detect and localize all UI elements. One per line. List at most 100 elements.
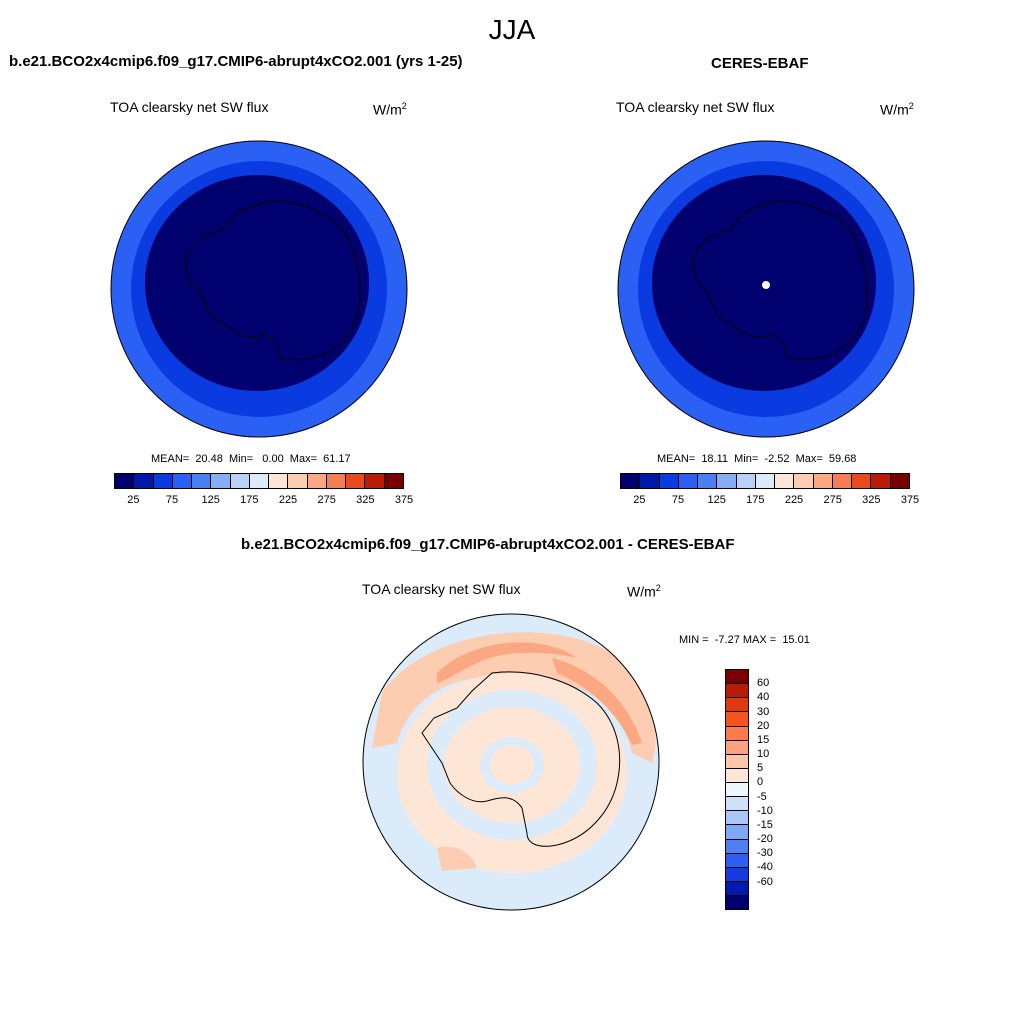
colorbar-swatch xyxy=(153,474,173,488)
diff-minmax: MIN = -7.27 MAX = 15.01 xyxy=(679,634,810,646)
diff-units: W/m2 xyxy=(627,583,661,600)
colorbar-swatch xyxy=(726,881,748,896)
colorbar-label: 15 xyxy=(757,733,770,746)
season-title: JJA xyxy=(488,14,536,45)
colorbar-swatch xyxy=(269,474,289,488)
colorbar-label: 125 xyxy=(201,494,220,506)
obs-antarctica-coastline xyxy=(691,200,868,361)
colorbar-swatch xyxy=(307,474,327,488)
colorbar-swatch xyxy=(726,797,748,812)
colorbar-label: 20 xyxy=(757,719,770,732)
colorbar-label: 175 xyxy=(240,494,259,506)
colorbar-swatch xyxy=(192,474,212,488)
diff-panel-title: b.e21.BCO2x4cmip6.f09_g17.CMIP6-abrupt4x… xyxy=(241,536,735,553)
colorbar-label: 175 xyxy=(746,494,765,506)
colorbar-label: -60 xyxy=(757,875,773,888)
diff-northern-positive-band xyxy=(372,632,656,763)
model-map-border xyxy=(110,140,408,438)
colorbar-swatch xyxy=(249,474,270,488)
colorbar-label: 275 xyxy=(317,494,336,506)
colorbar-label: 225 xyxy=(278,494,298,506)
colorbar-swatch xyxy=(717,474,737,488)
colorbar-label: 325 xyxy=(356,494,375,506)
colorbar-label: -20 xyxy=(757,833,773,846)
diff-strong-positive-patch xyxy=(437,642,577,683)
diff-colorbar-labels: 60 40 30 20 15 10 5 0 -5 -10 -15 -20 -30 -40 -60 xyxy=(757,669,797,910)
colorbar-swatch xyxy=(678,474,699,488)
colorbar-swatch xyxy=(726,712,748,727)
colorbar-label: -5 xyxy=(757,790,767,803)
colorbar-swatch xyxy=(726,811,748,826)
colorbar-swatch xyxy=(726,698,748,713)
model-antarctica-coastline xyxy=(184,200,361,361)
colorbar-swatch xyxy=(172,474,193,488)
diff-variable-label: TOA clearsky net SW flux xyxy=(362,581,521,597)
colorbar-swatch xyxy=(736,474,756,488)
model-inner-field xyxy=(145,175,369,391)
colorbar-label: 30 xyxy=(757,705,770,718)
diff-antarctica-coastline xyxy=(421,671,621,847)
colorbar-swatch xyxy=(726,684,748,699)
diff-polar-map xyxy=(362,613,660,911)
colorbar-swatch xyxy=(890,474,909,488)
colorbar-label: 10 xyxy=(757,748,770,761)
colorbar-swatch xyxy=(852,474,872,488)
colorbar-label: 60 xyxy=(757,677,770,690)
colorbar-swatch xyxy=(621,474,641,488)
obs-pole-missing-value xyxy=(762,281,770,289)
colorbar-swatch xyxy=(726,853,748,868)
diff-map-border xyxy=(362,613,660,911)
colorbar-swatch xyxy=(813,474,833,488)
colorbar-label: 275 xyxy=(823,494,842,506)
colorbar-swatch xyxy=(726,896,748,910)
colorbar-swatch xyxy=(384,474,403,488)
obs-stats: MEAN= 18.11 Min= -2.52 Max= 59.68 xyxy=(657,453,857,465)
model-units: W/m2 xyxy=(373,101,407,118)
colorbar-swatch xyxy=(726,670,748,685)
colorbar-label: -40 xyxy=(757,861,773,874)
diff-pole-positive-core xyxy=(490,745,534,785)
model-variable-label: TOA clearsky net SW flux xyxy=(110,99,269,115)
colorbar-swatch xyxy=(726,783,748,798)
colorbar-swatch xyxy=(755,474,776,488)
obs-polar-map xyxy=(617,140,915,438)
colorbar-label: -10 xyxy=(757,804,773,817)
colorbar-swatch xyxy=(726,768,748,783)
model-panel-title: b.e21.BCO2x4cmip6.f09_g17.CMIP6-abrupt4x… xyxy=(9,53,463,70)
obs-variable-label: TOA clearsky net SW flux xyxy=(616,99,775,115)
colorbar-swatch xyxy=(775,474,795,488)
colorbar-swatch xyxy=(211,474,231,488)
colorbar-swatch xyxy=(726,754,748,769)
colorbar-label: 375 xyxy=(900,494,920,506)
model-stats: MEAN= 20.48 Min= 0.00 Max= 61.17 xyxy=(151,453,351,465)
colorbar-swatch xyxy=(832,474,853,488)
colorbar-label: 40 xyxy=(757,691,770,704)
colorbar-swatch xyxy=(698,474,718,488)
colorbar-label: 325 xyxy=(862,494,881,506)
colorbar-label: -30 xyxy=(757,847,773,860)
colorbar-label: 75 xyxy=(165,494,179,506)
model-polar-map xyxy=(110,140,408,438)
diff-southern-positive-patch xyxy=(437,846,477,871)
obs-map-border xyxy=(617,140,915,438)
colorbar-label: -15 xyxy=(757,818,773,831)
colorbar-label: 375 xyxy=(394,494,414,506)
colorbar-swatch xyxy=(640,474,660,488)
colorbar-label: 5 xyxy=(757,762,764,775)
model-colorbar-labels: 25 75 125 175 225 275 325 375 xyxy=(114,494,413,508)
colorbar-swatch xyxy=(346,474,366,488)
obs-colorbar-labels: 25 75 125 175 225 275 325 375 xyxy=(620,494,919,508)
colorbar-swatch xyxy=(659,474,679,488)
colorbar-label: 75 xyxy=(671,494,685,506)
model-colorbar xyxy=(114,473,404,489)
colorbar-swatch xyxy=(726,839,748,854)
colorbar-swatch xyxy=(288,474,308,488)
obs-panel-title: CERES-EBAF xyxy=(711,55,809,72)
colorbar-swatch xyxy=(871,474,891,488)
colorbar-swatch xyxy=(115,474,135,488)
colorbar-swatch xyxy=(134,474,154,488)
obs-units: W/m2 xyxy=(880,101,914,118)
colorbar-label: 225 xyxy=(784,494,804,506)
colorbar-swatch xyxy=(365,474,385,488)
colorbar-swatch xyxy=(726,867,748,882)
